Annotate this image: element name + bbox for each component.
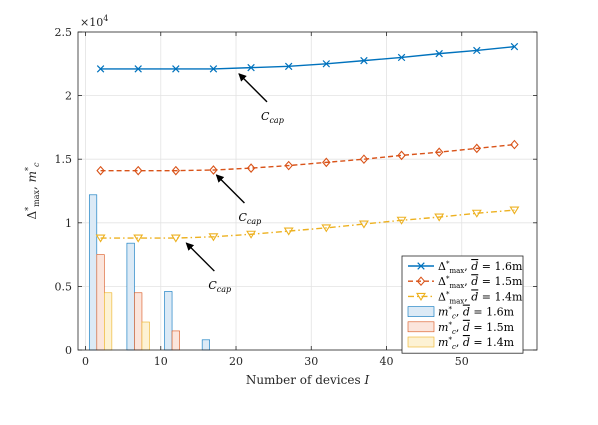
point-1-4	[246, 163, 256, 173]
point-2-6	[321, 224, 332, 233]
x-tick-label: 20	[229, 355, 243, 368]
bar-2-0	[104, 292, 113, 351]
point-2-10	[471, 209, 482, 218]
legend-marker-2	[416, 292, 426, 301]
lines	[95, 42, 520, 243]
bar-0-3	[201, 339, 210, 351]
y-axis-label: Δ*max, m*c	[24, 162, 41, 220]
x-tick-label: 40	[380, 355, 394, 368]
legend-swatch-0	[407, 306, 435, 317]
legend: Δ*max, d = 1.6mΔ*max, d = 1.5mΔ*max, d =…	[401, 255, 524, 354]
bar-0-2	[164, 291, 173, 351]
legend-label: m*c, d = 1.5m	[438, 321, 515, 336]
legend-marker-0	[417, 262, 425, 270]
y-tick-label: 2.5	[55, 26, 73, 39]
point-1-5	[284, 160, 293, 171]
y-tick-label: 2	[65, 90, 72, 103]
point-0-2	[172, 65, 180, 73]
point-0-7	[360, 56, 368, 65]
bar-1-2	[171, 330, 180, 351]
series-line-1	[100, 143, 515, 172]
legend-label: Δ*max, d = 1.4m	[438, 290, 523, 305]
bars	[88, 194, 210, 351]
point-2-7	[358, 220, 369, 229]
point-1-6	[322, 157, 331, 168]
point-0-10	[473, 46, 481, 55]
legend-swatch-1	[407, 321, 435, 333]
point-0-5	[284, 62, 293, 71]
y-tick-label: 1	[65, 217, 72, 230]
annotation-arrow-0	[238, 73, 268, 103]
point-1-0	[96, 165, 105, 176]
point-1-9	[434, 147, 444, 158]
series-line-2	[100, 209, 515, 239]
point-2-0	[95, 234, 106, 243]
bar-2-1	[141, 321, 150, 351]
grid	[78, 31, 537, 351]
legend-swatch-2	[407, 336, 435, 348]
point-0-0	[96, 65, 105, 73]
annotation-arrow-1	[215, 174, 245, 204]
bar-1-0	[96, 254, 105, 351]
point-0-6	[322, 60, 331, 68]
point-1-11	[510, 139, 519, 150]
point-2-9	[434, 213, 445, 222]
x-tick-label: 0	[82, 355, 89, 368]
series-line-0	[100, 45, 515, 70]
point-0-1	[134, 65, 142, 73]
point-1-2	[171, 165, 181, 176]
bar-0-0	[88, 194, 98, 351]
legend-marker-1	[416, 276, 426, 287]
point-2-1	[133, 234, 144, 243]
point-2-2	[170, 234, 181, 243]
point-2-8	[396, 216, 407, 225]
y-tick-label: 0	[65, 344, 72, 357]
point-2-5	[283, 227, 294, 236]
axes: 0 10 20 30 40 50 0 0.5 1 1.5 2 2.5 ×104 Number of dev…	[24, 14, 537, 387]
point-2-11	[509, 206, 520, 215]
point-0-9	[435, 49, 443, 58]
legend-label: m*c, d = 1.6m	[438, 306, 515, 321]
point-1-3	[209, 165, 218, 175]
point-1-1	[133, 165, 143, 176]
y-multiplier-label: ×104	[80, 14, 108, 29]
x-axis-label: Number of devices I	[246, 373, 370, 387]
point-1-10	[472, 143, 482, 154]
point-0-3	[209, 65, 218, 73]
bar-0-1	[126, 242, 135, 351]
bar-1-1	[134, 292, 143, 351]
plot-frame	[77, 31, 538, 351]
x-tick-label: 10	[154, 355, 168, 368]
point-1-7	[359, 154, 369, 165]
point-0-4	[247, 63, 255, 72]
annotation-arrow-2	[185, 242, 215, 272]
legend-label: m*c, d = 1.4m	[438, 336, 515, 351]
point-0-11	[510, 42, 519, 51]
point-0-8	[397, 53, 406, 62]
point-2-3	[208, 233, 219, 242]
y-tick-label: 0.5	[55, 280, 73, 293]
x-tick-label: 30	[304, 355, 318, 368]
point-2-4	[246, 230, 257, 239]
point-1-8	[397, 150, 406, 161]
x-tick-label: 50	[455, 355, 469, 368]
y-tick-label: 1.5	[55, 153, 73, 166]
